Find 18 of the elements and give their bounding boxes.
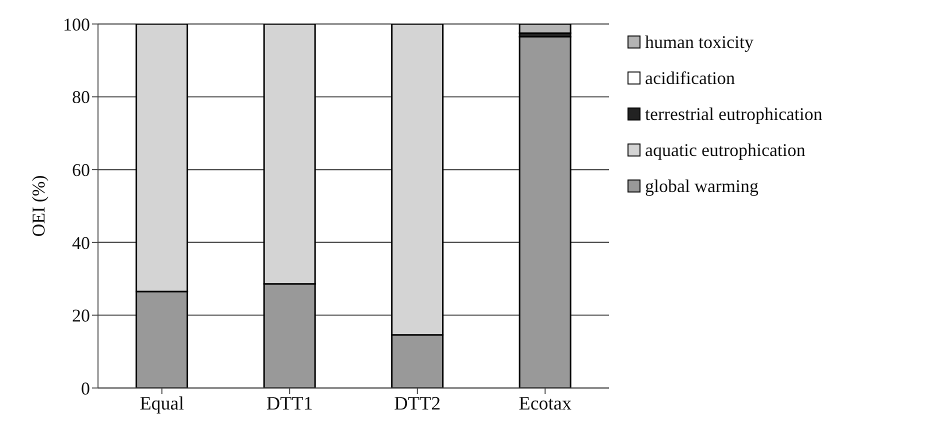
x-tick-label: DTT2	[394, 393, 441, 414]
y-tick-label: 20	[72, 306, 90, 326]
x-tick-label: Equal	[140, 393, 184, 414]
legend-label: global warming	[645, 176, 758, 196]
legend-label: human toxicity	[645, 32, 754, 52]
y-tick-label: 60	[72, 160, 90, 180]
y-axis-title: OEI (%)	[28, 175, 48, 237]
y-tick-label: 0	[81, 378, 90, 398]
legend-label: terrestrial eutrophication	[645, 104, 822, 124]
y-tick-label: 80	[72, 87, 90, 108]
y-tick-label: 40	[72, 232, 90, 253]
y-tick-label: 100	[63, 14, 90, 34]
bar	[518, 24, 572, 34]
x-tick-label: DTT1	[266, 393, 313, 414]
x-tick-label: Ecotax	[518, 393, 572, 414]
legend-label: acidification	[645, 68, 735, 88]
bar	[518, 36, 572, 388]
legend-label: aquatic eutrophication	[645, 140, 806, 160]
